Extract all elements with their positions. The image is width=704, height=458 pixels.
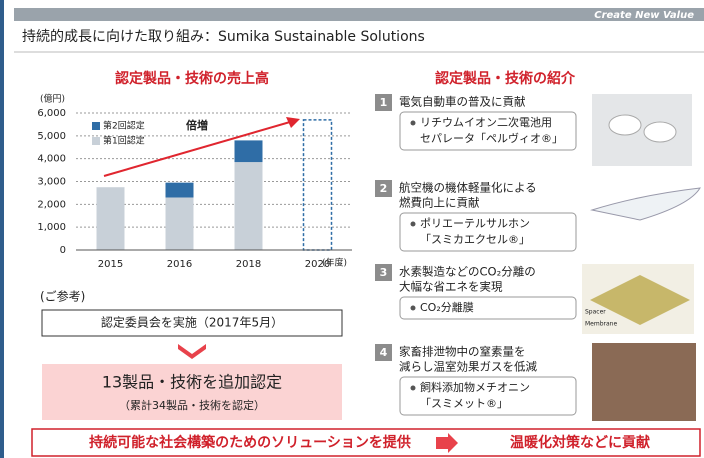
image: [592, 94, 692, 166]
y-tick-label: 6,000: [37, 108, 66, 119]
y-tick-label: 4,000: [37, 154, 66, 165]
right-heading: 認定製品・技術の紹介: [435, 70, 576, 87]
x-unit: (年度): [322, 257, 347, 269]
item-title: 電気自動車の普及に貢献: [399, 95, 526, 109]
page-title: 持続的成長に向けた取り組み：Sumika Sustainable Solutio…: [22, 28, 425, 45]
bullet: [411, 121, 416, 126]
bullet: [411, 386, 416, 391]
y-tick-label: 3,000: [37, 177, 66, 188]
item-title: 家畜排泄物中の窒素量を: [399, 345, 526, 359]
slide: Create New Value 持続的成長に向けた取り組み：Sumika Su…: [0, 0, 704, 458]
bar-segment: [235, 140, 263, 162]
event-text: 認定委員会を実施（2017年5月）: [101, 315, 283, 330]
product-text: ポリエーテルサルホン: [420, 217, 530, 230]
bullet: [411, 222, 416, 227]
x-tick-label: 2015: [98, 259, 123, 270]
annotation: 倍増: [186, 118, 208, 132]
image: [592, 343, 696, 421]
y-tick-label: 0: [60, 245, 66, 256]
legend-swatch: [92, 137, 100, 145]
item-title: 減らし温室効果ガスを低減: [399, 360, 537, 374]
item-title: 燃費向上に貢献: [399, 196, 480, 210]
legend-label: 第1回認定: [103, 135, 145, 147]
bar-segment: [97, 187, 125, 250]
legend-swatch: [92, 122, 100, 130]
reference-label: (ご参考): [40, 289, 85, 304]
footer-left: 持続可能な社会構築のためのソリューションを提供: [89, 434, 411, 451]
image: [644, 122, 676, 142]
item-title: 水素製造などのCO₂分離の: [399, 265, 536, 279]
header-tag: Create New Value: [594, 10, 694, 21]
product-text: 飼料添加物メチオニン: [420, 380, 530, 394]
item-title: 大幅な省エネを実現: [399, 280, 503, 294]
product-text: 「スミカエクセル®」: [420, 233, 530, 246]
product-text: リチウムイオン二次電池用: [420, 115, 552, 129]
left-border: [0, 0, 4, 458]
item-number: 4: [380, 346, 388, 359]
item-number: 1: [380, 96, 388, 109]
bar-segment: [166, 183, 194, 198]
legend-label: 第2回認定: [103, 120, 145, 132]
result-text: 13製品・技術を追加認定: [102, 373, 282, 392]
y-tick-label: 5,000: [37, 131, 66, 142]
product-text: 「スミメット®」: [420, 397, 508, 410]
y-unit: (億円): [40, 93, 65, 105]
item-number: 2: [380, 182, 388, 195]
y-tick-label: 2,000: [37, 199, 66, 210]
bullet: [411, 306, 416, 311]
x-tick-label: 2016: [167, 259, 192, 270]
product-text: セパレータ「ペルヴィオ®」: [420, 131, 563, 145]
item-title: 航空機の機体軽量化による: [399, 181, 537, 195]
bar-segment: [235, 162, 263, 250]
item-number: 3: [380, 266, 388, 279]
y-tick-label: 1,000: [37, 222, 66, 233]
image-label: Membrane: [585, 321, 617, 328]
bar-segment: [166, 197, 194, 250]
left-heading: 認定製品・技術の売上高: [115, 70, 269, 87]
image: [609, 115, 641, 135]
product-text: CO₂分離膜: [420, 300, 474, 314]
image-label: Spacer: [585, 309, 606, 316]
result-note: （累計34製品・技術を認定）: [119, 398, 265, 412]
footer-right: 温暖化対策などに貢献: [510, 434, 650, 451]
x-tick-label: 2018: [236, 259, 261, 270]
